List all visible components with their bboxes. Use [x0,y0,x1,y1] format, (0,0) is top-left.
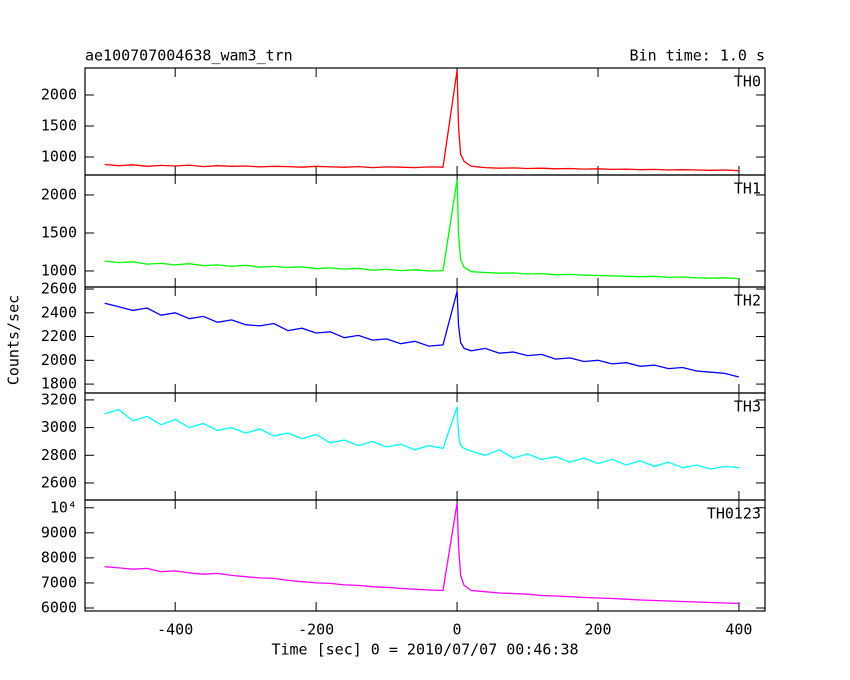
y-tick-label: 10⁴ [50,498,77,516]
y-tick-label: 1500 [41,223,77,241]
panel-label: TH0123 [707,505,761,523]
y-tick-label: 2400 [41,303,77,321]
light-curve [104,179,739,280]
panel-label: TH2 [734,292,761,310]
panel-frame [84,67,766,176]
y-tick-label: 9000 [41,523,77,541]
x-tick-label: -200 [298,621,334,639]
x-tick-label: 200 [584,621,611,639]
y-tick-label: 1800 [41,375,77,393]
y-tick-label: 2600 [41,280,77,298]
x-tick-label: 0 [453,621,462,639]
y-tick-label: 2000 [41,185,77,203]
light-curve [104,291,740,378]
x-tick-label: 400 [725,621,752,639]
y-tick-label: 2000 [41,351,77,369]
y-axis-label: Counts/sec [5,295,23,385]
y-tick-label: 2200 [41,327,77,345]
light-curve [104,502,739,605]
panel-label: TH3 [734,398,761,416]
y-tick-label: 2800 [41,446,77,464]
y-tick-label: 8000 [41,548,77,566]
panel-frame [84,286,766,394]
light-curve [104,406,739,470]
y-tick-label: 1000 [41,148,77,166]
y-tick-label: 7000 [41,573,77,591]
panel-frame [84,499,766,612]
y-tick-label: 6000 [41,598,77,616]
panel-label: TH0 [734,73,761,91]
y-tick-label: 1000 [41,261,77,279]
y-tick-label: 3000 [41,418,77,436]
x-tick-label: -400 [157,621,193,639]
x-axis-label: Time [sec] 0 = 2010/07/07 00:46:38 [271,641,578,659]
bin-time: Bin time: 1.0 s [630,47,765,65]
y-tick-label: 2600 [41,473,77,491]
light-curve [104,70,739,172]
chart-title: ae100707004638_wam3_trn [85,47,293,65]
y-tick-label: 3200 [41,390,77,408]
y-tick-label: 1500 [41,116,77,134]
y-tick-label: 2000 [41,85,77,103]
panel-label: TH1 [734,180,761,198]
